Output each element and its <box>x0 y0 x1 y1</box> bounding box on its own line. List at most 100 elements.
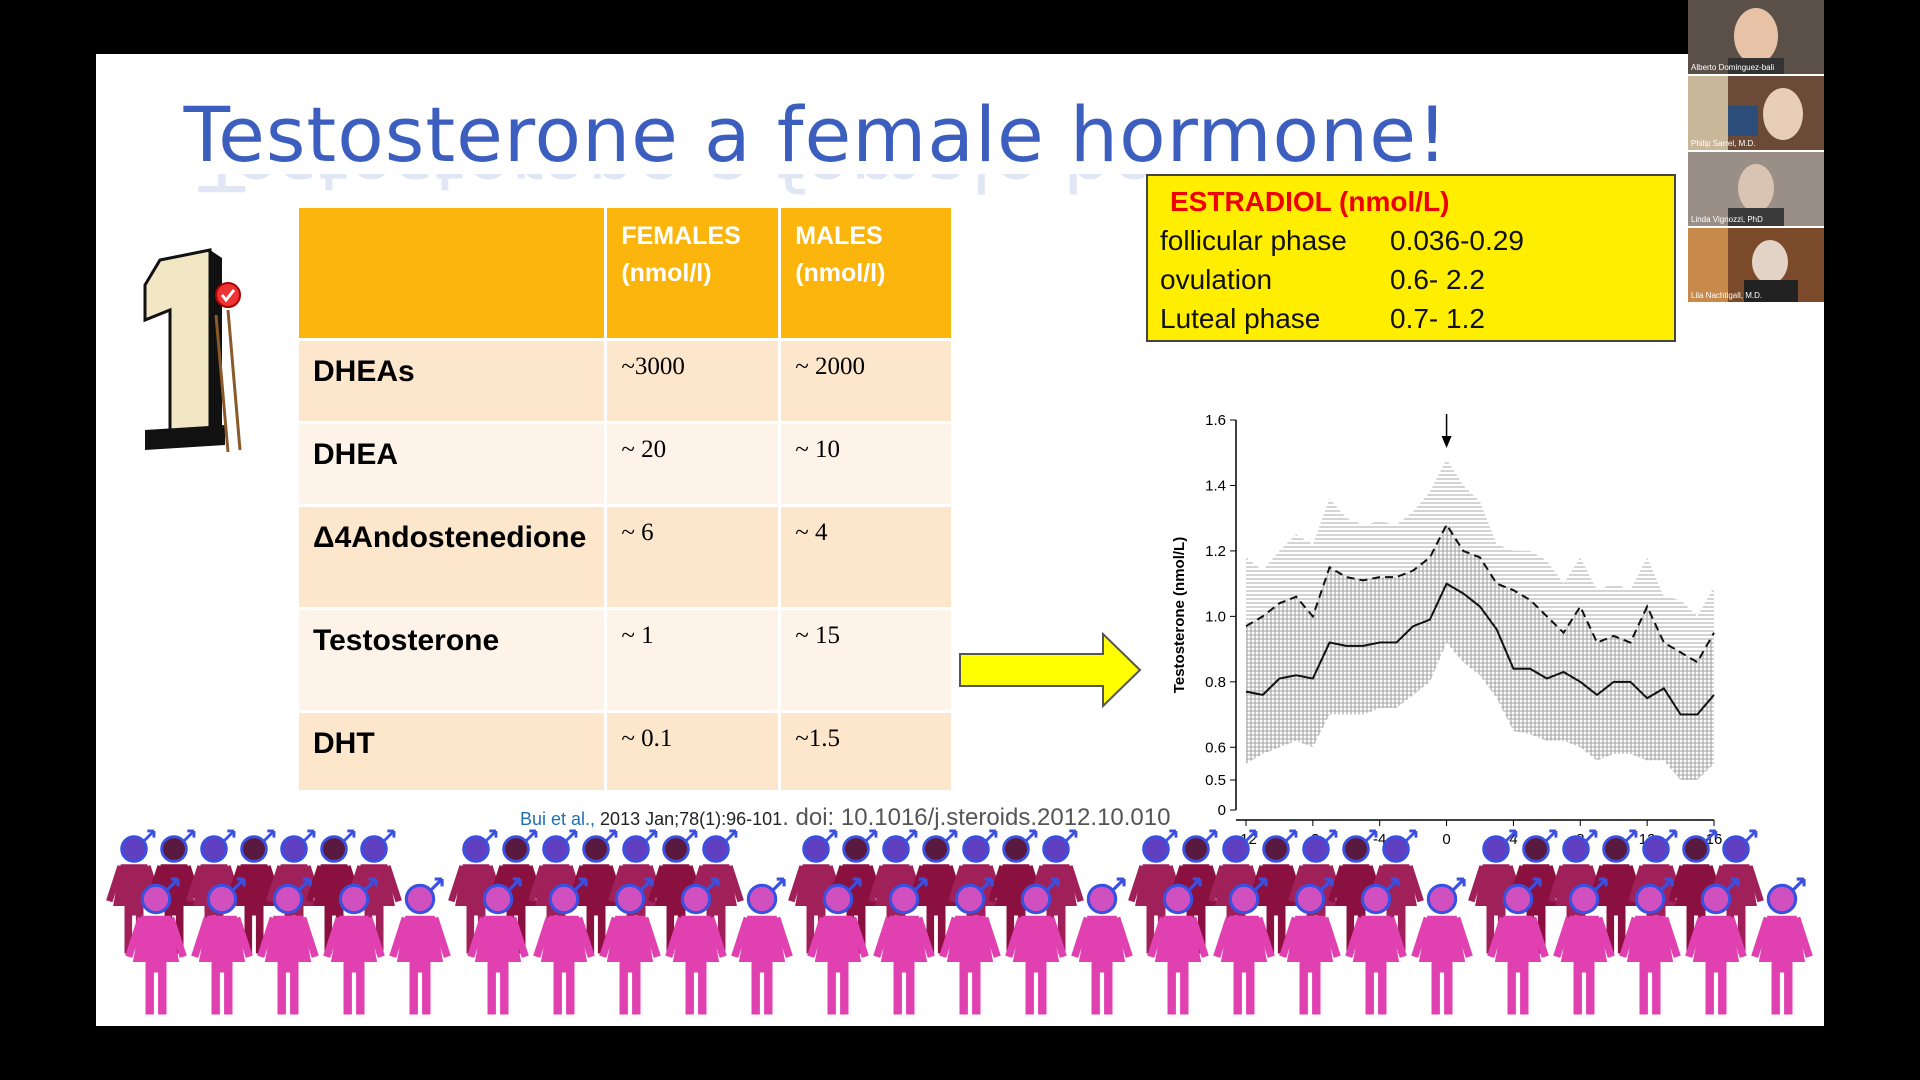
foreground-figure <box>1147 877 1209 1015</box>
y-tick-label: 0.5 <box>1205 772 1226 789</box>
presentation-slide: Testosterone a female hormone! Testoster… <box>96 54 1824 1026</box>
background-figure <box>788 829 844 954</box>
solid-series-line <box>1245 582 1715 716</box>
right-arrow-icon <box>959 631 1142 709</box>
phase-label: Luteal phase <box>1160 303 1321 334</box>
participant-avatar <box>1688 76 1824 150</box>
y-tick-label: 1.4 <box>1205 477 1226 494</box>
foreground-figure <box>467 877 529 1015</box>
phase-label: follicular phase <box>1160 225 1347 256</box>
table-row: DHEA ~ 20 ~ 10 <box>299 422 954 507</box>
estradiol-row: Luteal phase 0.7- 1.2 <box>1160 299 1674 338</box>
y-tick-label: 1.0 <box>1205 608 1226 625</box>
background-figure <box>1028 829 1084 954</box>
participant-name: Alberto Dominguez-bali <box>1691 63 1775 72</box>
foreground-figure <box>533 877 595 1015</box>
table-row: Δ4Andostenedione ~ 6 ~ 4 <box>299 505 954 610</box>
female-value: ~ 20 <box>605 422 782 507</box>
foreground-figure <box>125 877 187 1015</box>
foreground-figure <box>323 877 385 1015</box>
y-axis-label: Testosterone (nmol/L) <box>1171 537 1188 693</box>
video-tile[interactable]: Linda Vignozzi, PhD <box>1688 152 1824 226</box>
citation-ref: 2013 Jan;78(1):96-101 <box>595 809 783 829</box>
hormone-table: FEMALES (nmol/l) MALES (nmol/l) DHEAs ~3… <box>299 208 954 793</box>
y-tick-label: 1.2 <box>1205 543 1226 560</box>
foreground-figure <box>1487 877 1549 1015</box>
estradiol-heading: ESTRADIOL (nmol/L) <box>1170 186 1450 217</box>
phase-value: 0.036-0.29 <box>1390 225 1524 256</box>
foreground-figure <box>731 877 793 1015</box>
foreground-figure <box>389 877 451 1015</box>
foreground-figure <box>1071 877 1133 1015</box>
participant-name: Linda Vignozzi, PhD <box>1691 215 1763 224</box>
video-tile[interactable]: Alberto Dominguez-bali <box>1688 0 1824 74</box>
header-blank <box>299 208 608 341</box>
row-label: DHT <box>299 711 608 793</box>
table-row: DHT ~ 0.1 ~1.5 <box>299 711 954 793</box>
male-value: ~1.5 <box>779 711 954 793</box>
participant-avatar <box>1688 152 1824 226</box>
foreground-figure <box>1005 877 1067 1015</box>
number-one-ladder-icon <box>143 248 242 453</box>
header-males: MALES (nmol/l) <box>779 208 954 341</box>
lower-range-band <box>1246 524 1714 780</box>
y-tick-label: 1.6 <box>1205 412 1226 429</box>
participant-name: Philip Sarrel, M.D. <box>1691 139 1756 148</box>
video-tile[interactable]: Philip Sarrel, M.D. <box>1688 76 1824 150</box>
foreground-figure <box>191 877 253 1015</box>
row-label: Testosterone <box>299 608 608 713</box>
citation-authors[interactable]: Bui et al., <box>520 809 596 829</box>
female-value: ~3000 <box>605 339 782 424</box>
foreground-figure <box>1751 877 1813 1015</box>
foreground-figure <box>599 877 661 1015</box>
foreground-figure <box>807 877 869 1015</box>
y-tick-label: 0 <box>1218 802 1226 819</box>
foreground-figure <box>1345 877 1407 1015</box>
crowd-figures-illustration <box>106 829 1813 1015</box>
video-participants-panel: Alberto Dominguez-bali Philip Sarrel, M.… <box>1688 0 1824 302</box>
table-row: Testosterone ~ 1 ~ 15 <box>299 608 954 713</box>
participant-avatar <box>1688 228 1824 302</box>
background-figure <box>828 829 884 954</box>
female-value: ~ 0.1 <box>605 711 782 793</box>
male-value: ~ 4 <box>779 505 954 610</box>
citation-doi: . doi: 10.1016/j.steroids.2012.10.010 <box>782 804 1171 831</box>
foreground-figure <box>939 877 1001 1015</box>
foreground-figure <box>1553 877 1615 1015</box>
phase-value: 0.6- 2.2 <box>1390 264 1485 295</box>
background-figure <box>1708 829 1764 954</box>
row-label: DHEAs <box>299 339 608 424</box>
background-figure <box>346 829 402 954</box>
estradiol-row: follicular phase 0.036-0.29 <box>1160 221 1674 260</box>
participant-name: Lila Nachtigall, M.D. <box>1691 291 1763 300</box>
row-label: Δ4Andostenedione <box>299 505 608 610</box>
video-tile[interactable]: Lila Nachtigall, M.D. <box>1688 228 1824 302</box>
estradiol-row: ovulation 0.6- 2.2 <box>1160 260 1674 299</box>
female-value: ~ 1 <box>605 608 782 713</box>
male-value: ~ 10 <box>779 422 954 507</box>
foreground-figure <box>257 877 319 1015</box>
foreground-figure <box>665 877 727 1015</box>
ovulation-marker-head <box>1441 436 1452 448</box>
background-figure <box>106 829 162 954</box>
phase-label: ovulation <box>1160 264 1273 295</box>
table-row: DHEAs ~3000 ~ 2000 <box>299 339 954 424</box>
dashed-series-line <box>1245 522 1715 664</box>
slide-title: Testosterone a female hormone! <box>183 90 1449 179</box>
x-tick-label: 0 <box>1442 831 1450 848</box>
participant-avatar <box>1688 0 1824 74</box>
male-value: ~ 2000 <box>779 339 954 424</box>
female-value: ~ 6 <box>605 505 782 610</box>
estradiol-box: ESTRADIOL (nmol/L) follicular phase 0.03… <box>1146 174 1676 342</box>
header-females: FEMALES (nmol/l) <box>605 208 782 341</box>
foreground-figure <box>1411 877 1473 1015</box>
foreground-figure <box>1685 877 1747 1015</box>
testosterone-chart: 00.50.60.81.01.21.41.6-12-8-40481216Test… <box>1171 412 1722 848</box>
x-tick-label: 4 <box>1509 831 1517 848</box>
foreground-figure <box>873 877 935 1015</box>
background-figure <box>688 829 744 954</box>
y-tick-label: 0.6 <box>1205 739 1226 756</box>
foreground-figure <box>1619 877 1681 1015</box>
phase-value: 0.7- 1.2 <box>1390 303 1485 334</box>
background-figure <box>1468 829 1524 954</box>
